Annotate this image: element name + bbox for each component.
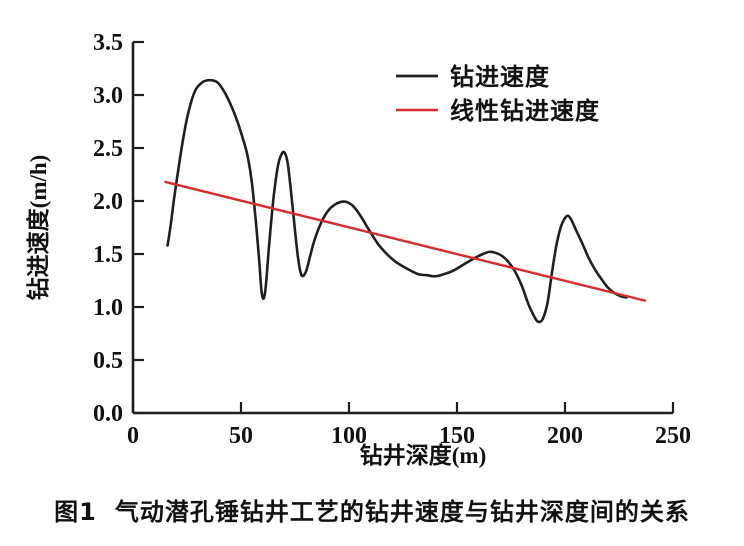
y-tick-label: 0.5 [93, 348, 123, 374]
figure-caption-text: 气动潜孔锤钻井工艺的钻井速度与钻井深度间的关系 [114, 498, 690, 526]
x-tick-label: 50 [229, 423, 253, 449]
chart: 0 50 100 150 200 250 0.0 0.5 1.0 1.5 2.0 2.5 3.0 3.5 钻… [25, 30, 691, 468]
legend-label-0: 钻进速度 [450, 63, 550, 91]
y-tick-label: 0.0 [93, 401, 123, 427]
x-tick-label: 250 [655, 423, 691, 449]
x-tick-label: 100 [331, 423, 367, 449]
y-tick-label: 2.0 [93, 189, 123, 215]
y-tick-label: 1.0 [93, 295, 123, 321]
series-line-1 [164, 180, 647, 302]
x-tick-label: 0 [127, 423, 139, 449]
y-tick-label: 2.5 [93, 136, 123, 162]
x-tick-label: 150 [439, 423, 475, 449]
figure-caption: 图1 气动潜孔锤钻井工艺的钻井速度与钻井深度间的关系 [0, 492, 744, 527]
y-tick-label: 3.0 [93, 83, 123, 109]
series-line-0 [166, 78, 628, 324]
x-tick-label: 200 [547, 423, 583, 449]
legend-label-1: 线性钻进速度 [450, 97, 600, 125]
y-tick-label: 1.5 [93, 242, 123, 268]
y-tick-label: 3.5 [93, 30, 123, 56]
y-axis-title: 钻进速度(m/h) [25, 155, 51, 301]
figure-caption-prefix: 图1 [54, 498, 97, 526]
x-axis-title: 钻井深度(m) [360, 442, 486, 468]
